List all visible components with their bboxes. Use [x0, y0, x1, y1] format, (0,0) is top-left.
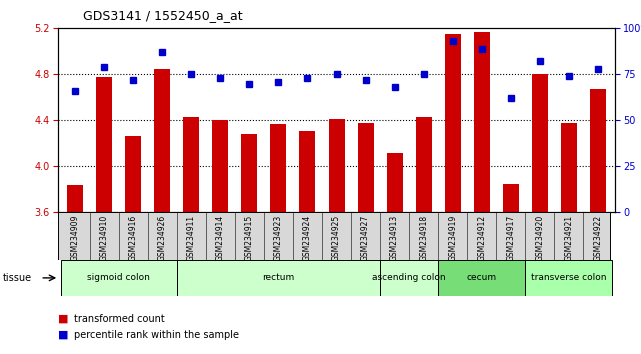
Bar [61, 260, 177, 296]
Bar [387, 153, 403, 212]
Bar [438, 260, 526, 296]
Text: ■: ■ [58, 330, 68, 339]
Text: GSM234912: GSM234912 [478, 215, 487, 261]
Bar [271, 124, 287, 212]
Bar [526, 260, 612, 296]
Text: percentile rank within the sample: percentile rank within the sample [74, 330, 238, 339]
Bar [532, 74, 548, 212]
Text: GSM234922: GSM234922 [594, 215, 603, 261]
Text: GSM234926: GSM234926 [158, 215, 167, 261]
Bar [358, 123, 374, 212]
Text: GSM234925: GSM234925 [332, 215, 341, 261]
Text: tissue: tissue [3, 273, 32, 283]
Bar [177, 260, 380, 296]
Text: GSM234913: GSM234913 [390, 215, 399, 261]
Text: rectum: rectum [262, 273, 295, 282]
Text: GSM234920: GSM234920 [535, 215, 544, 261]
Bar [474, 32, 490, 212]
Text: sigmoid colon: sigmoid colon [87, 273, 150, 282]
Bar [242, 134, 258, 212]
Bar [561, 123, 577, 212]
Text: transverse colon: transverse colon [531, 273, 606, 282]
Text: cecum: cecum [467, 273, 497, 282]
Bar [503, 184, 519, 212]
Text: ascending colon: ascending colon [372, 273, 446, 282]
Bar [212, 120, 228, 212]
Text: GSM234910: GSM234910 [99, 215, 109, 261]
Bar [380, 260, 438, 296]
Text: GSM234917: GSM234917 [506, 215, 515, 261]
Text: GSM234927: GSM234927 [361, 215, 370, 261]
Text: transformed count: transformed count [74, 314, 165, 324]
Bar [299, 131, 315, 212]
Bar [67, 185, 83, 212]
Text: GDS3141 / 1552450_a_at: GDS3141 / 1552450_a_at [83, 9, 243, 22]
Text: ■: ■ [58, 314, 68, 324]
Bar [154, 69, 171, 212]
Text: GSM234909: GSM234909 [71, 215, 79, 261]
Text: GSM234921: GSM234921 [564, 215, 574, 261]
Bar [125, 137, 141, 212]
Bar [96, 77, 112, 212]
Bar [183, 117, 199, 212]
Text: GSM234918: GSM234918 [419, 215, 428, 261]
Bar [329, 119, 344, 212]
Text: GSM234924: GSM234924 [303, 215, 312, 261]
Text: GSM234916: GSM234916 [129, 215, 138, 261]
Text: GSM234914: GSM234914 [216, 215, 225, 261]
Bar [415, 117, 431, 212]
Text: GSM234919: GSM234919 [448, 215, 457, 261]
Bar [590, 89, 606, 212]
Text: GSM234911: GSM234911 [187, 215, 196, 261]
Text: GSM234923: GSM234923 [274, 215, 283, 261]
Text: GSM234915: GSM234915 [245, 215, 254, 261]
Bar [445, 34, 461, 212]
